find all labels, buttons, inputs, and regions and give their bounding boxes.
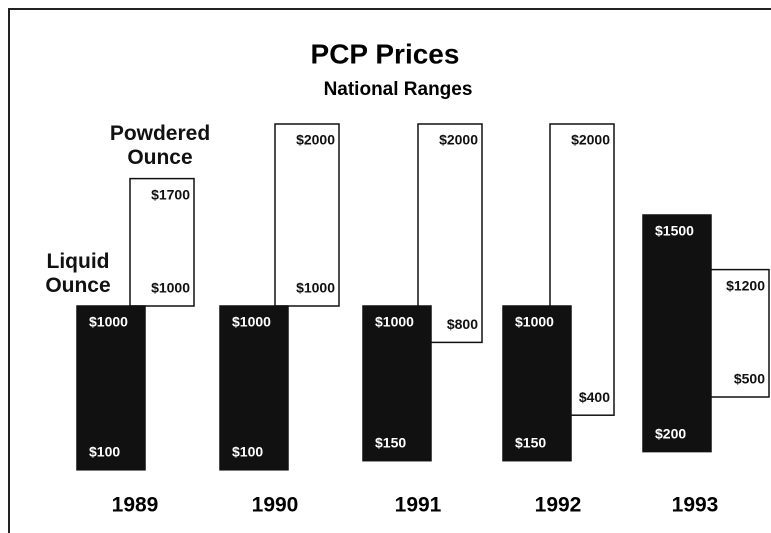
high-label: $2000: [296, 132, 335, 148]
chart-title: PCP Prices: [311, 38, 460, 69]
liquid-bar: [502, 305, 572, 462]
x-tick-label: 1993: [672, 494, 719, 517]
liquid-bar: [76, 305, 146, 471]
high-label: $1200: [726, 277, 765, 293]
low-label: $500: [734, 371, 765, 387]
low-label: $400: [579, 389, 610, 405]
low-label: $100: [232, 444, 263, 460]
high-label: $1500: [655, 223, 694, 239]
chart-subtitle: National Ranges: [324, 79, 473, 100]
low-label: $200: [655, 425, 686, 441]
low-label: $1000: [296, 280, 335, 296]
x-tick-label: 1990: [252, 494, 299, 517]
powdered-bar: [274, 123, 340, 307]
liquid-bar: [642, 214, 712, 453]
low-label: $150: [375, 434, 406, 450]
high-label: $1000: [515, 314, 554, 330]
low-label: $800: [447, 316, 478, 332]
x-tick-label: 1989: [112, 494, 159, 517]
high-label: $1000: [375, 314, 414, 330]
legend-liquid: Liquid Ounce: [45, 250, 111, 297]
low-label: $1000: [151, 280, 190, 296]
legend-powdered: Powdered Ounce: [109, 122, 211, 169]
liquid-bar: [219, 305, 289, 471]
high-label: $2000: [439, 132, 478, 148]
low-label: $100: [89, 444, 120, 460]
powdered-bar: [704, 268, 770, 398]
frame: [8, 8, 771, 533]
powdered-bar: [129, 177, 195, 307]
low-label: $150: [515, 434, 546, 450]
high-label: $1700: [151, 186, 190, 202]
high-label: $1000: [232, 314, 271, 330]
x-tick-label: 1992: [535, 494, 582, 517]
high-label: $1000: [89, 314, 128, 330]
x-tick-label: 1991: [395, 494, 442, 517]
high-label: $2000: [571, 132, 610, 148]
liquid-bar: [362, 305, 432, 462]
